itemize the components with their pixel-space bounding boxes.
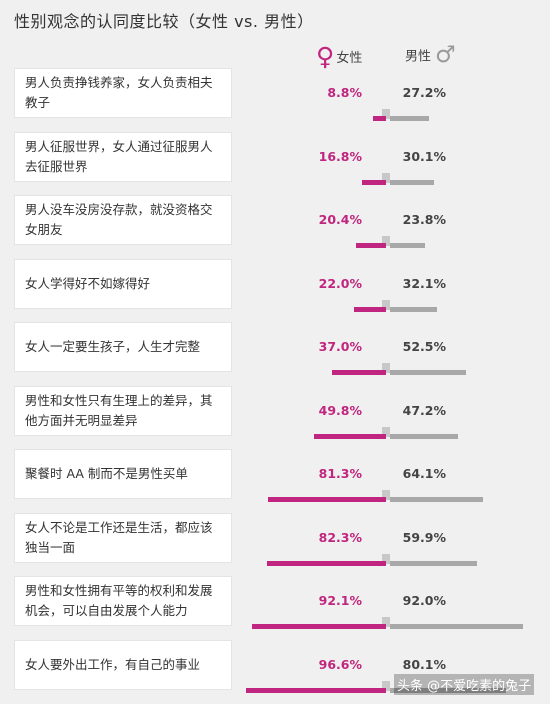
legend-male-label: 男性: [405, 49, 432, 65]
male-value-label: 47.2%: [402, 403, 446, 418]
male-value-label: 59.9%: [402, 530, 446, 545]
male-symbol-icon: ♂: [435, 42, 456, 68]
category-label: 男人没车没房没存款，就没资格交女朋友: [14, 195, 232, 245]
male-bar: [390, 243, 425, 248]
axis-tick: [382, 681, 390, 691]
male-bar: [390, 370, 467, 375]
category-label: 女人一定要生孩子，人生才完整: [14, 322, 232, 372]
axis-tick: [382, 363, 390, 373]
male-bar: [390, 561, 477, 566]
category-label: 女人不论是工作还是生活，都应该独当一面: [14, 513, 232, 563]
female-bar: [332, 370, 386, 375]
axis-tick: [382, 427, 390, 437]
female-value-label: 22.0%: [318, 276, 362, 291]
male-value-label: 30.1%: [402, 149, 446, 164]
legend-female-label: 女性: [336, 51, 363, 66]
female-value-label: 16.8%: [318, 149, 362, 164]
female-bar: [354, 307, 386, 312]
female-symbol-icon: ♀: [316, 42, 335, 71]
female-value-label: 49.8%: [318, 403, 362, 418]
female-bar: [313, 434, 386, 439]
male-bar: [390, 180, 434, 185]
axis-tick: [382, 490, 390, 500]
axis-tick: [382, 300, 390, 310]
female-bar: [361, 180, 386, 185]
category-label: 男人征服世界，女人通过征服男人去征服世界: [14, 132, 232, 182]
male-bar: [390, 434, 459, 439]
female-value-label: 81.3%: [318, 466, 362, 481]
male-value-label: 27.2%: [402, 85, 446, 100]
category-label: 男性和女性只有生理上的差异，其他方面并无明显差异: [14, 386, 232, 436]
male-value-label: 92.0%: [402, 593, 446, 608]
axis-tick: [382, 173, 390, 183]
male-value-label: 52.5%: [402, 339, 446, 354]
male-bar: [390, 116, 430, 121]
female-value-label: 96.6%: [318, 657, 362, 672]
male-bar: [390, 624, 524, 629]
axis-tick: [382, 109, 390, 119]
female-value-label: 92.1%: [318, 593, 362, 608]
male-value-label: 32.1%: [402, 276, 446, 291]
category-label: 女人要外出工作，有自己的事业: [14, 640, 232, 690]
female-value-label: 82.3%: [318, 530, 362, 545]
female-bar: [252, 624, 386, 629]
legend-female: ♀ 女性: [316, 42, 362, 71]
male-bar: [390, 497, 483, 502]
male-bar: [390, 307, 437, 312]
female-value-label: 20.4%: [318, 212, 362, 227]
category-label: 女人学得好不如嫁得好: [14, 259, 232, 309]
male-value-label: 80.1%: [402, 657, 446, 672]
axis-tick: [382, 554, 390, 564]
chart-title: 性别观念的认同度比较（女性 vs. 男性）: [14, 12, 314, 31]
female-bar: [245, 688, 386, 693]
female-value-label: 8.8%: [327, 85, 362, 100]
category-label: 聚餐时 AA 制而不是男性买单: [14, 449, 232, 499]
category-label: 男人负责挣钱养家，女人负责相夫教子: [14, 68, 232, 118]
axis-tick: [382, 617, 390, 627]
male-bar: [390, 688, 507, 693]
female-bar: [356, 243, 386, 248]
female-value-label: 37.0%: [318, 339, 362, 354]
legend-male: 男性 ♂: [405, 42, 456, 68]
axis-tick: [382, 236, 390, 246]
male-value-label: 23.8%: [402, 212, 446, 227]
female-bar: [266, 561, 386, 566]
female-bar: [268, 497, 386, 502]
watermark: 头条 @不爱吃素的兔子: [394, 674, 535, 695]
male-value-label: 64.1%: [402, 466, 446, 481]
female-bar: [373, 116, 386, 121]
category-label: 男性和女性拥有平等的权利和发展机会，可以自由发展个人能力: [14, 576, 232, 626]
